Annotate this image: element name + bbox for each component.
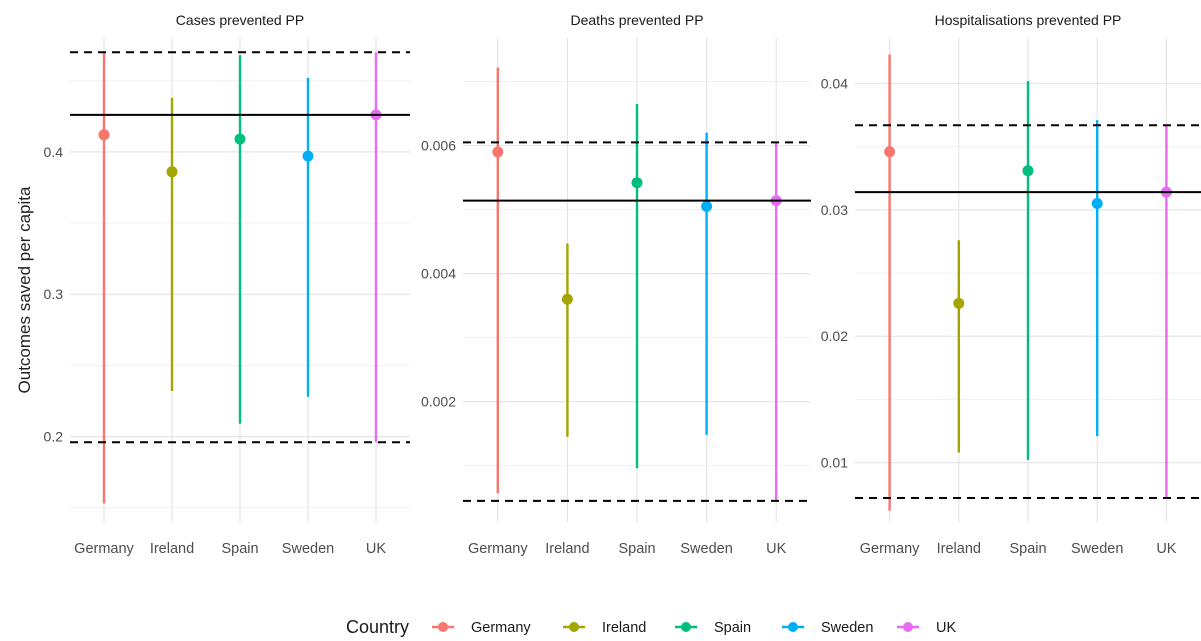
x-tick-label: Sweden: [282, 541, 334, 557]
y-tick-label: 0.04: [821, 75, 848, 91]
x-tick-label: Germany: [468, 541, 528, 557]
panel-title: Deaths prevented PP: [570, 12, 703, 28]
panel-1: 0.2 0.3 0.4 Germany Ireland Spain Sweden UK Case…: [44, 12, 410, 557]
x-tick-label: Spain: [221, 541, 258, 557]
panel-3: 0.01 0.02 0.03 0.04 Germany Ireland Spain Swede…: [821, 12, 1201, 557]
legend-label: Germany: [471, 620, 531, 636]
x-tick-label: Ireland: [150, 541, 194, 557]
y-tick-label: 0.2: [44, 429, 64, 445]
legend-key-point: [569, 622, 579, 632]
x-tick-label: UK: [1156, 541, 1176, 557]
legend-item-sweden: Sweden: [782, 620, 873, 636]
y-tick-label: 0.03: [821, 202, 848, 218]
x-tick-label: Spain: [1009, 541, 1046, 557]
panels: 0.2 0.3 0.4 Germany Ireland Spain Sweden UK Case…: [44, 12, 1201, 557]
x-tick-label: Sweden: [680, 541, 732, 557]
y-tick-label: 0.002: [421, 394, 456, 410]
legend-label: Ireland: [602, 620, 646, 636]
point-ireland: [166, 166, 178, 178]
point-sweden: [701, 200, 713, 212]
x-tick-label: Ireland: [937, 541, 981, 557]
point-germany: [98, 129, 110, 141]
legend-key-point: [438, 622, 448, 632]
y-tick-label: 0.004: [421, 266, 456, 282]
x-tick-label: Germany: [74, 541, 134, 557]
point-sweden: [1091, 198, 1103, 210]
point-ireland: [953, 297, 965, 309]
point-germany: [884, 146, 896, 158]
x-tick-label: UK: [366, 541, 386, 557]
panel-title: Hospitalisations prevented PP: [935, 12, 1122, 28]
point-germany: [492, 146, 504, 158]
y-tick-label: 0.02: [821, 328, 848, 344]
legend: Country Germany Ireland Spain Sweden UK: [346, 617, 956, 637]
x-tick-label: UK: [766, 541, 786, 557]
point-sweden: [302, 150, 314, 162]
legend-key-point: [788, 622, 798, 632]
legend-label: UK: [936, 620, 956, 636]
panel-2: 0.002 0.004 0.006 Germany Ireland Spain Sweden…: [421, 12, 811, 557]
y-axis-label: Outcomes saved per capita: [15, 186, 34, 393]
x-tick-label: Sweden: [1071, 541, 1123, 557]
legend-item-spain: Spain: [675, 620, 751, 636]
y-tick-label: 0.01: [821, 455, 848, 471]
x-tick-label: Spain: [618, 541, 655, 557]
panel-title: Cases prevented PP: [176, 12, 304, 28]
legend-key-point: [903, 622, 913, 632]
point-spain: [631, 177, 643, 189]
y-tick-label: 0.4: [44, 144, 64, 160]
legend-label: Sweden: [821, 620, 873, 636]
legend-key-point: [681, 622, 691, 632]
y-tick-label: 0.006: [421, 138, 456, 154]
point-spain: [234, 133, 246, 145]
y-tick-label: 0.3: [44, 286, 64, 302]
point-spain: [1022, 165, 1034, 177]
legend-label: Spain: [714, 620, 751, 636]
legend-item-ireland: Ireland: [563, 620, 646, 636]
legend-item-germany: Germany: [432, 620, 531, 636]
point-ireland: [561, 293, 573, 305]
x-tick-label: Germany: [860, 541, 920, 557]
x-tick-label: Ireland: [545, 541, 589, 557]
legend-item-uk: UK: [897, 620, 956, 636]
legend-title: Country: [346, 617, 409, 637]
